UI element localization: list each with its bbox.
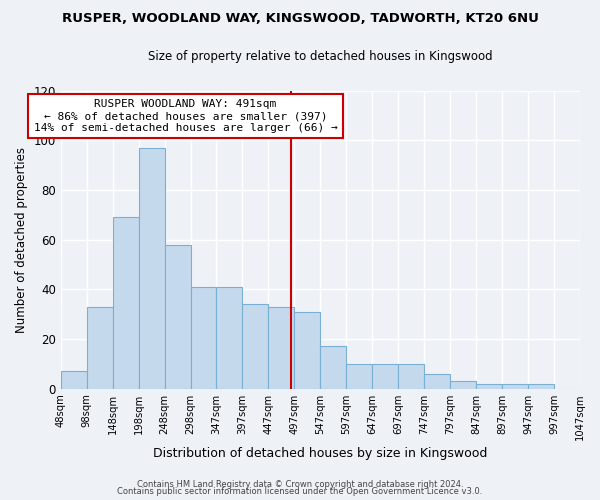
Bar bbox=[191, 287, 216, 388]
Bar bbox=[216, 287, 242, 388]
Bar bbox=[346, 364, 372, 388]
Bar bbox=[87, 306, 113, 388]
Bar bbox=[113, 218, 139, 388]
Bar bbox=[320, 346, 346, 389]
Text: RUSPER, WOODLAND WAY, KINGSWOOD, TADWORTH, KT20 6NU: RUSPER, WOODLAND WAY, KINGSWOOD, TADWORT… bbox=[62, 12, 538, 26]
Bar bbox=[476, 384, 502, 388]
Bar bbox=[372, 364, 398, 388]
Bar bbox=[528, 384, 554, 388]
Bar bbox=[268, 306, 294, 388]
Bar bbox=[139, 148, 165, 388]
Y-axis label: Number of detached properties: Number of detached properties bbox=[15, 146, 28, 332]
Bar bbox=[165, 244, 191, 388]
Bar bbox=[450, 381, 476, 388]
Bar bbox=[242, 304, 268, 388]
Text: Contains public sector information licensed under the Open Government Licence v3: Contains public sector information licen… bbox=[118, 487, 482, 496]
Bar bbox=[398, 364, 424, 388]
Bar bbox=[502, 384, 528, 388]
Text: Contains HM Land Registry data © Crown copyright and database right 2024.: Contains HM Land Registry data © Crown c… bbox=[137, 480, 463, 489]
Bar bbox=[61, 372, 87, 388]
X-axis label: Distribution of detached houses by size in Kingswood: Distribution of detached houses by size … bbox=[153, 447, 488, 460]
Text: RUSPER WOODLAND WAY: 491sqm
← 86% of detached houses are smaller (397)
14% of se: RUSPER WOODLAND WAY: 491sqm ← 86% of det… bbox=[34, 100, 337, 132]
Bar bbox=[424, 374, 450, 388]
Title: Size of property relative to detached houses in Kingswood: Size of property relative to detached ho… bbox=[148, 50, 493, 63]
Bar bbox=[580, 384, 600, 388]
Bar bbox=[294, 312, 320, 388]
